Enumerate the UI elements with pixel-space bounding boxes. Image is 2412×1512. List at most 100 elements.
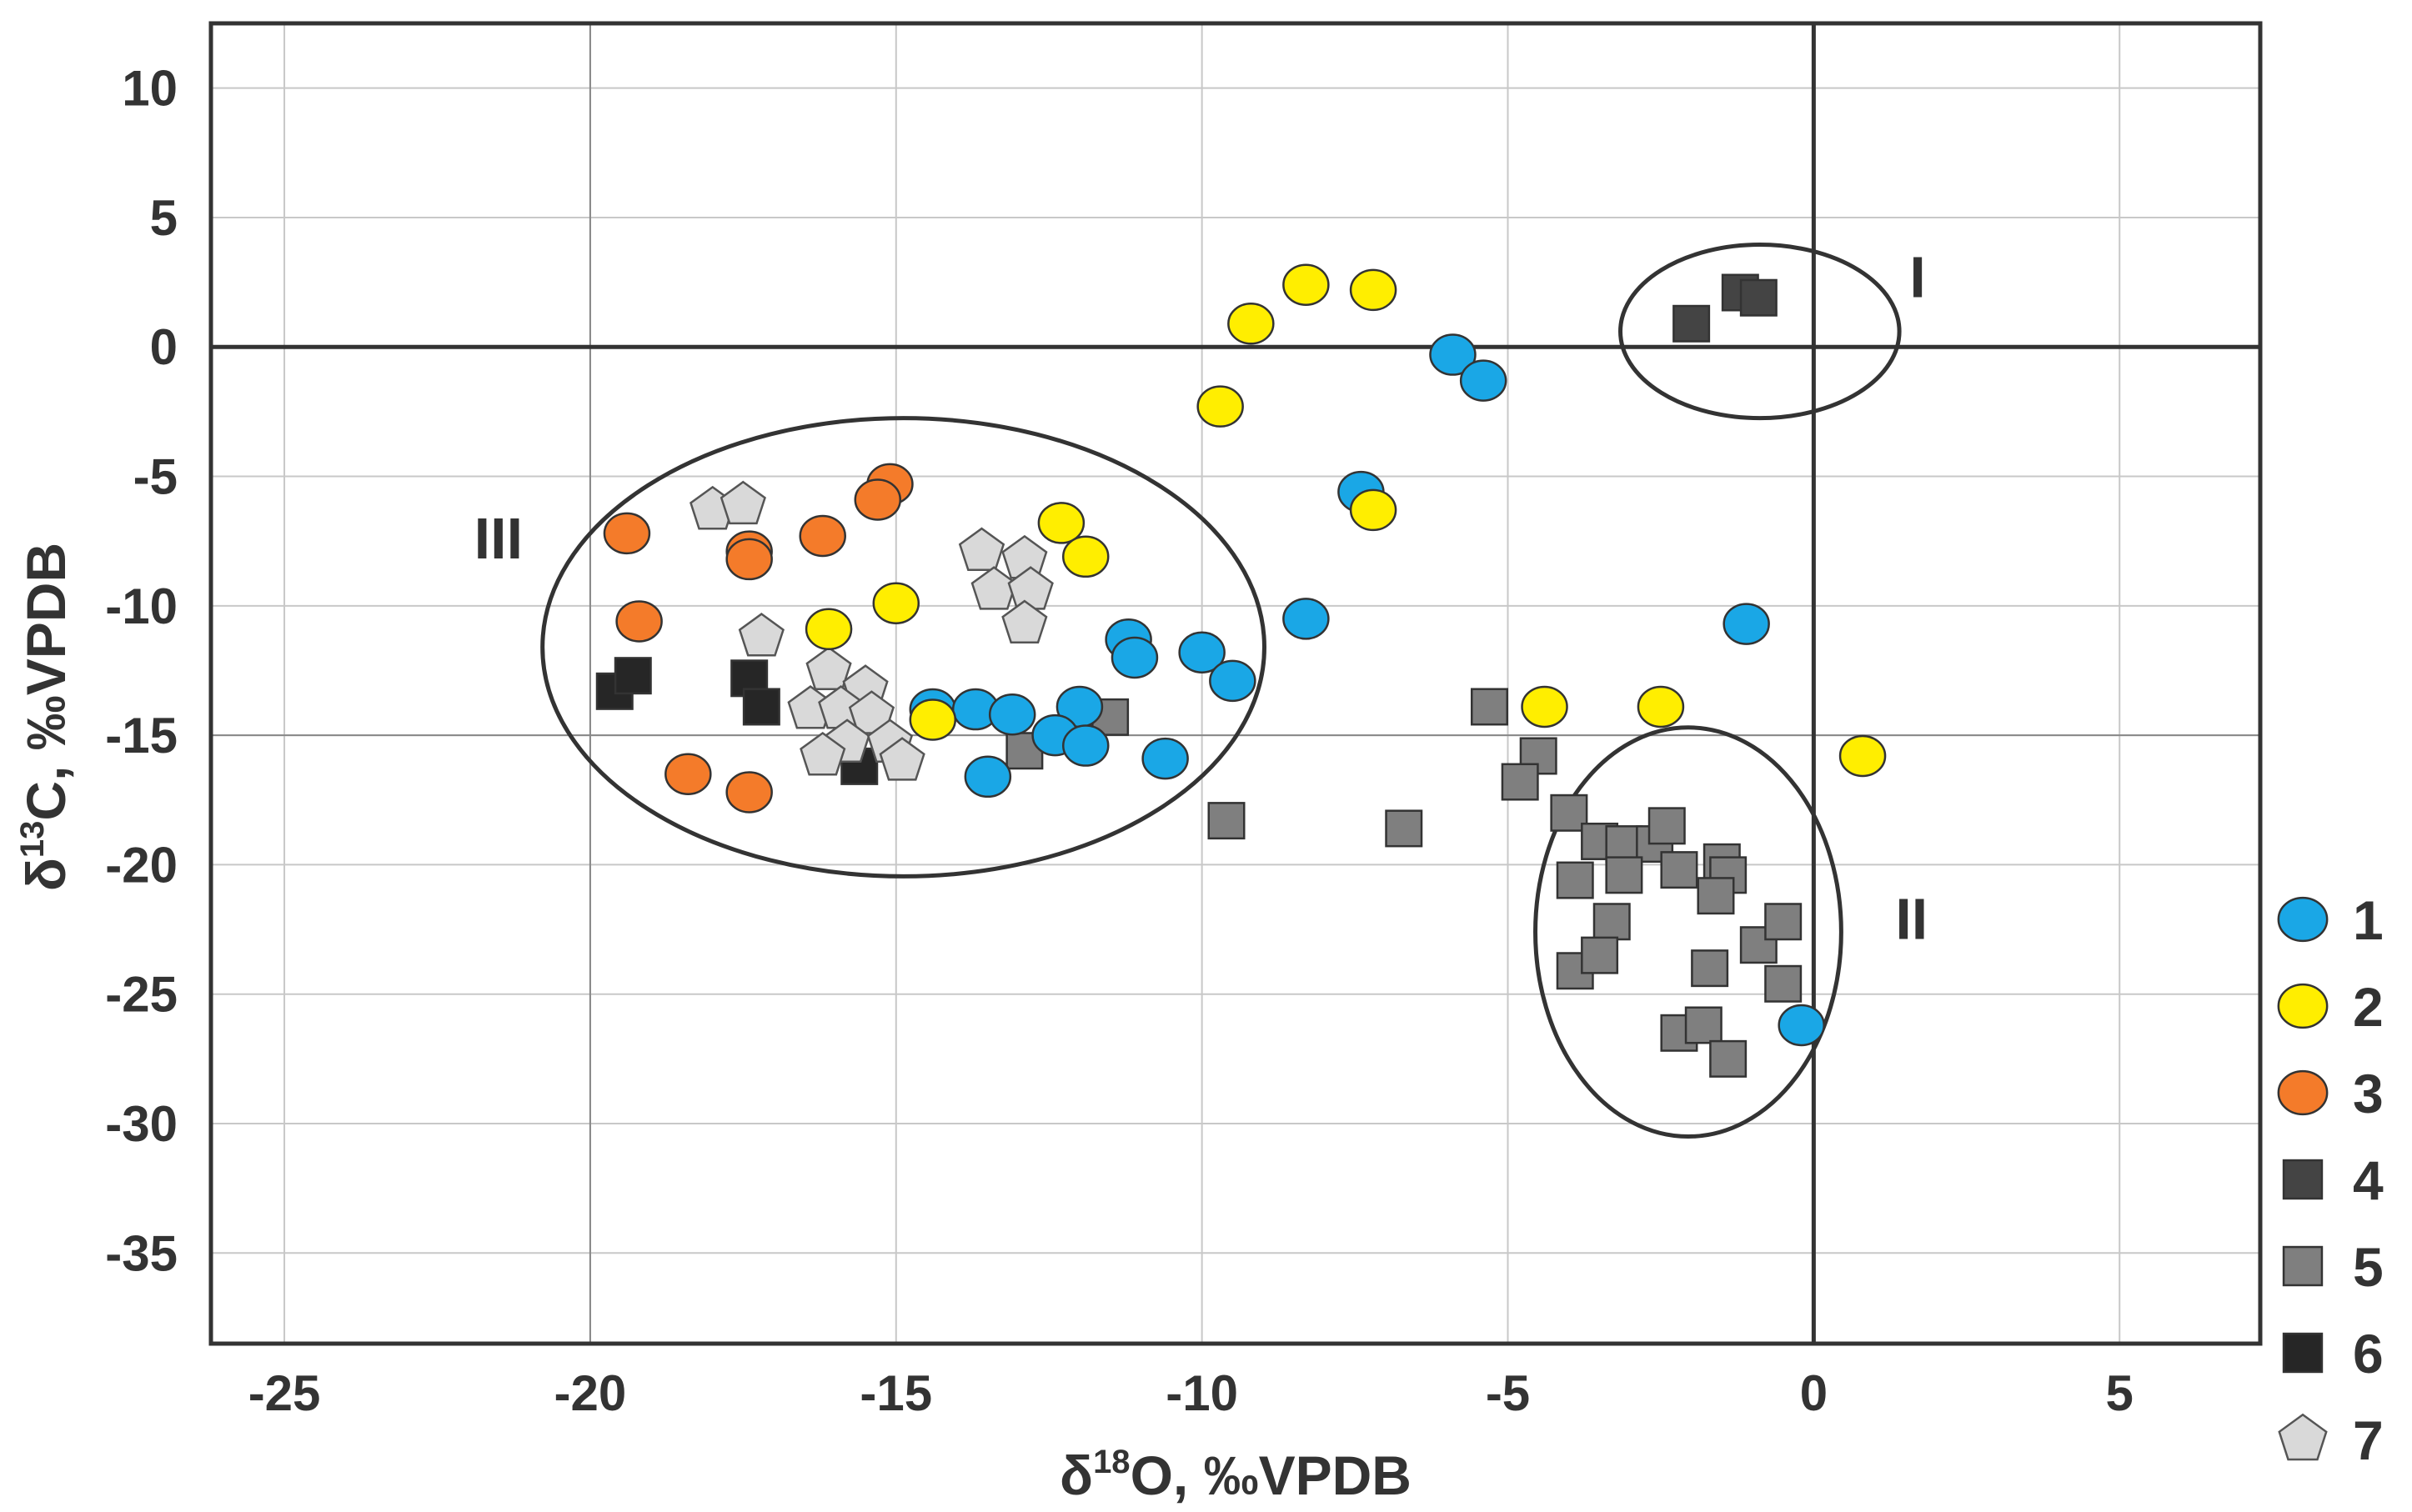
data-point-series-2 [1637,685,1685,728]
data-point-series-6 [614,657,652,695]
data-point-series-2 [805,608,853,651]
legend-marker-5 [2282,1245,2324,1287]
data-point-series-2 [1349,488,1397,532]
data-point-series-5 [1647,807,1686,845]
x-tick-label: -25 [248,1365,321,1421]
data-point-series-5 [1764,964,1803,1003]
legend: 1 2 3 4 5 6 7 [2277,889,2384,1471]
legend-item: 7 [2278,1409,2384,1471]
data-point-series-1 [1178,631,1226,673]
data-point-series-3 [603,512,651,555]
data-point-series-1 [1429,333,1477,376]
data-point-series-5 [1697,877,1735,915]
data-point-series-2 [1196,385,1244,428]
data-point-series-5 [1550,794,1588,832]
data-point-series-5 [1709,1039,1748,1078]
data-point-series-7 [720,480,766,525]
y-tick-label: -35 [105,1225,178,1281]
legend-label: 7 [2353,1409,2384,1471]
legend-label: 1 [2353,889,2384,951]
data-point-series-5 [1764,903,1803,941]
data-point-series-7 [1001,599,1048,644]
data-point-series-1 [1061,724,1110,767]
y-tick-labels: 10 5 0 -5 -10 -15 -20 -25 -30 -35 [105,61,178,1282]
data-point-series-1 [1141,737,1189,780]
legend-item: 3 [2277,1063,2384,1124]
cluster-ellipse-3 [540,416,1266,879]
x-axis-title-prefix: δ [1060,1444,1093,1506]
x-tick-label: -10 [1166,1365,1238,1421]
data-point-series-2 [1521,685,1568,728]
data-point-series-7 [805,646,852,690]
y-tick-label: -20 [105,837,178,893]
region-label: I [1909,244,1925,309]
data-point-series-2 [872,582,920,624]
cluster-ellipse-1 [1618,243,1902,421]
zero-lines [211,23,2260,1344]
data-point-series-4 [1672,304,1711,343]
data-point-series-1 [1282,598,1330,640]
legend-marker-4 [2282,1159,2324,1200]
data-points [595,263,1887,1078]
y-tick-label: 10 [122,61,178,117]
data-point-series-6 [742,688,780,726]
legend-item: 2 [2277,976,2384,1038]
legend-label: 5 [2353,1236,2384,1298]
x-axis-title-sup: 18 [1093,1444,1131,1480]
y-tick-label: -5 [133,449,178,505]
data-point-series-2 [1037,502,1086,544]
data-point-series-5 [1581,936,1619,974]
y-tick-label: 0 [150,319,178,375]
data-point-series-5 [1684,1006,1722,1044]
legend-marker-3 [2277,1069,2329,1116]
y-tick-label: -15 [105,708,178,764]
data-point-series-2 [909,698,957,741]
y-tick-label: 5 [150,190,178,246]
legend-item: 6 [2282,1323,2384,1384]
data-point-series-1 [1111,636,1159,679]
legend-marker-1 [2277,896,2329,943]
data-point-series-2 [1282,263,1330,306]
data-point-series-3 [664,753,712,795]
data-point-series-2 [1061,535,1110,578]
data-point-series-5 [1207,802,1246,840]
data-point-series-5 [1605,856,1643,894]
x-tick-label: -20 [554,1365,627,1421]
data-point-series-5 [1691,949,1729,988]
x-tick-label: 0 [1800,1365,1828,1421]
y-tick-label: -25 [105,967,178,1023]
y-axis-title-suffix: C, ‰VPDB [15,543,77,821]
legend-label: 2 [2353,976,2384,1038]
data-point-series-7 [738,613,785,657]
data-point-series-7 [958,527,1005,572]
x-tick-label: 5 [2106,1365,2134,1421]
legend-item: 4 [2282,1149,2384,1211]
data-point-series-3 [799,514,846,558]
legend-label: 3 [2353,1063,2384,1124]
y-tick-label: -10 [105,578,178,634]
cluster-ellipses [540,243,1902,1139]
data-point-series-1 [1778,1004,1825,1047]
data-point-series-1 [1209,659,1256,703]
data-point-series-1 [964,755,1012,799]
data-point-series-7 [800,731,846,776]
data-point-series-3 [725,538,773,581]
legend-label: 4 [2353,1149,2384,1211]
x-tick-labels: -25 -20 -15 -10 -5 0 5 [248,1365,2134,1421]
x-axis-title-suffix: O, ‰VPDB [1131,1444,1412,1506]
legend-label: 6 [2353,1323,2384,1384]
data-point-series-5 [1385,809,1423,848]
data-point-series-4 [1739,278,1778,317]
legend-marker-2 [2277,983,2329,1029]
cluster-ellipse-2 [1533,725,1843,1139]
y-axis-title-sup: 13 [14,821,51,859]
data-point-series-3 [725,771,773,814]
y-tick-label: -30 [105,1096,178,1152]
data-point-series-1 [1459,359,1507,402]
data-point-series-2 [1838,734,1887,778]
data-point-series-3 [615,600,663,643]
x-tick-label: -15 [860,1365,932,1421]
data-point-series-5 [1605,825,1643,864]
